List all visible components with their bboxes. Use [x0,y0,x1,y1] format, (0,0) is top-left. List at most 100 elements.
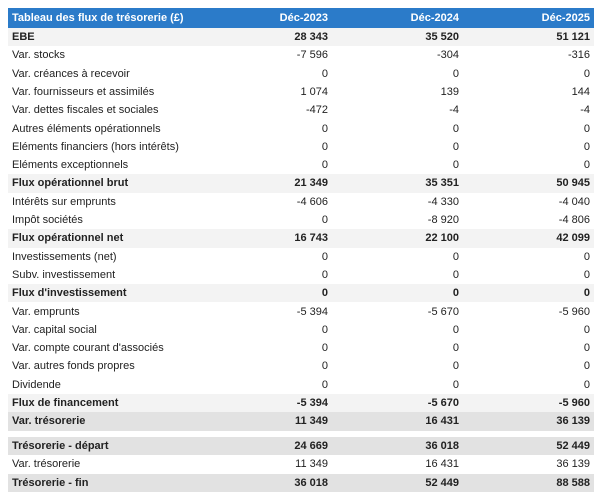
table-row: Var. fournisseurs et assimilés 1 074 139 14… [8,83,594,101]
table-row: Var. stocks -7 596 -304 -316 [8,46,594,64]
cell-value: 22 100 [425,232,459,245]
cell-value: 139 [440,85,459,98]
cell-value: -4 330 [427,195,459,208]
cell-value: 0 [583,159,590,172]
table-row: Flux opérationnel net 16 743 22 100 42 099 [8,229,594,248]
cell-value: 16 743 [294,232,328,245]
table-row: Flux de financement -5 394 -5 670 -5 960 [8,394,594,413]
row-label: Autres éléments opérationnels [12,122,161,135]
summary-row: Trésorerie - départ 24 669 36 018 52 449 [8,437,594,456]
cell-value: 11 349 [294,415,328,428]
cell-value: -5 394 [296,305,328,318]
cell-value: 52 449 [425,476,459,489]
row-label: Var. autres fonds propres [12,360,135,373]
row-label: Tableau des flux de trésorerie (£) [12,12,184,24]
cell-value: 0 [583,323,590,336]
cell-value: -4 806 [558,214,590,226]
table-row: Intérêts sur emprunts -4 606 -4 330 -4 040 [8,193,594,211]
cell-value: -8 920 [427,214,459,226]
cell-value: Déc-2023 [279,12,328,24]
table-row: Var. capital social 0 0 0 [8,321,594,339]
cell-value: 0 [321,287,328,300]
cell-value: 24 669 [294,440,328,452]
row-label: Flux de financement [12,397,119,409]
row-label: Dividende [12,378,61,391]
cell-value: -4 606 [296,195,328,208]
row-label: Var. trésorerie [12,415,86,428]
row-label: Eléments exceptionnels [12,159,129,172]
row-label: Subv. investissement [12,268,116,281]
cell-value: 0 [321,140,328,153]
row-label: Trésorerie - fin [12,476,89,489]
cell-value: -5 394 [296,397,328,409]
cell-value: 16 431 [425,415,459,428]
row-label: EBE [12,31,35,43]
cell-value: 35 520 [425,31,459,43]
cell-value: 0 [452,67,459,80]
cell-value: 0 [321,360,328,373]
table-row: Var. trésorerie 11 349 16 431 36 139 [8,412,594,431]
table-row: Autres éléments opérationnels 0 0 0 [8,120,594,138]
header-row: Tableau des flux de trésorerie (£) Déc-20… [8,8,594,28]
table-row: Var. compte courant d'associés 0 0 0 [8,339,594,357]
cell-value: 11 349 [295,458,328,471]
row-label: Flux opérationnel net [12,232,124,245]
cell-value: 0 [583,122,590,135]
cell-value: 0 [452,360,459,373]
cell-value: 52 449 [556,440,590,452]
row-label: Var. trésorerie [12,458,81,471]
cell-value: -7 596 [296,49,328,62]
row-label: Var. dettes fiscales et sociales [12,104,159,117]
cell-value: 0 [452,140,459,153]
cell-value: 0 [583,287,590,300]
table-row: EBE 28 343 35 520 51 121 [8,28,594,47]
cell-value: 42 099 [556,232,590,245]
table-row: Flux d'investissement 0 0 0 [8,284,594,303]
cell-value: 16 431 [425,458,459,471]
table-row: Var. créances à recevoir 0 0 0 [8,65,594,83]
table-row: Var. dettes fiscales et sociales -472 -4 -4 [8,101,594,119]
table-row: Subv. investissement 0 0 0 [8,266,594,284]
row-label: Investissements (net) [12,250,117,263]
row-label: Impôt sociétés [12,214,83,226]
row-label: Var. compte courant d'associés [12,342,164,355]
cell-value: 21 349 [294,177,328,190]
cell-value: 0 [321,323,328,336]
cell-value: 36 018 [294,476,328,489]
table-row: Flux opérationnel brut 21 349 35 351 50 945 [8,174,594,193]
cell-value: 0 [452,287,459,300]
cell-value: 0 [321,378,328,391]
table-row: Var. autres fonds propres 0 0 0 [8,357,594,375]
cell-value: 0 [452,122,459,135]
cell-value: 0 [452,159,459,172]
cell-value: 0 [583,342,590,355]
cell-value: 0 [321,214,328,226]
row-label: Var. capital social [12,323,97,336]
row-label: Eléments financiers (hors intérêts) [12,140,179,153]
cell-value: 0 [583,268,590,281]
cell-value: 0 [583,67,590,80]
cell-value: 0 [321,342,328,355]
table-row: Dividende 0 0 0 [8,376,594,394]
cell-value: 88 588 [556,476,590,489]
cell-value: Déc-2024 [410,12,459,24]
table-row: Eléments financiers (hors intérêts) 0 0 0 [8,138,594,156]
cell-value: -5 670 [427,397,459,409]
cell-value: 35 351 [425,177,459,190]
cell-value: -5 960 [558,305,590,318]
cell-value: 0 [452,268,459,281]
cell-value: 144 [571,85,590,98]
cell-value: Déc-2025 [541,12,590,24]
row-label: Var. créances à recevoir [12,67,130,80]
row-label: Flux opérationnel brut [12,177,129,190]
table-row: Var. emprunts -5 394 -5 670 -5 960 [8,303,594,321]
cell-value: 36 018 [425,440,459,452]
cell-value: 0 [321,122,328,135]
table-row: Investissements (net) 0 0 0 [8,248,594,266]
cell-value: -316 [567,49,590,62]
summary-row: Var. trésorerie 11 349 16 431 36 139 [8,455,594,473]
cell-value: 50 945 [556,177,590,190]
cell-value: 28 343 [294,31,328,43]
cell-value: -472 [305,104,328,117]
